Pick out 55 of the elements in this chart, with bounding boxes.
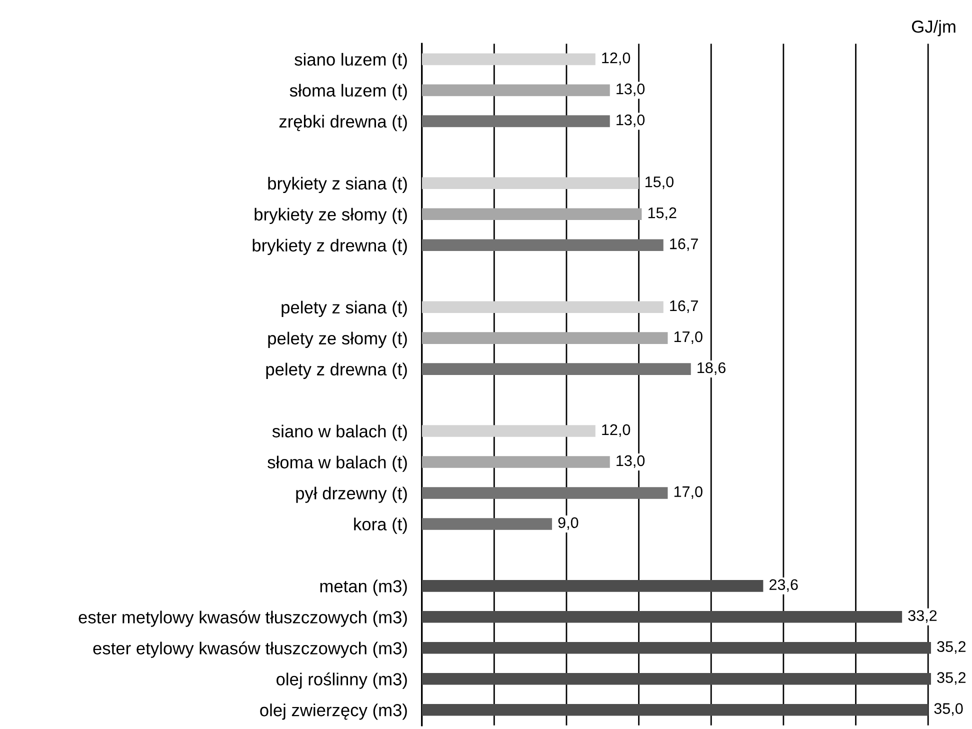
y-tick-label: brykiety ze słomy (t)	[254, 208, 407, 224]
data-label: 12,0	[602, 424, 630, 437]
y-tick-label: brykiety z drewna (t)	[252, 238, 407, 256]
y-tick-label: olej zwierzęcy (m3)	[260, 704, 407, 720]
data-label: 35,0	[934, 703, 963, 716]
y-tick-label: pył drzewny (t)	[296, 486, 407, 503]
bar	[422, 332, 668, 344]
bar	[422, 177, 639, 190]
bar	[422, 580, 764, 592]
y-tick-label: ester etylowy kwasów tłuszczowych (m3)	[93, 642, 407, 658]
y-tick-label: pelety ze słomy (t)	[268, 332, 407, 348]
data-label: 16,7	[670, 238, 698, 252]
data-label: 35,2	[937, 641, 966, 654]
bar	[422, 642, 931, 654]
bar	[422, 704, 928, 716]
data-label: 13,0	[616, 455, 645, 468]
y-tick-label: słoma w balach (t)	[268, 456, 407, 472]
data-label: 13,0	[616, 83, 645, 96]
data-label: 13,0	[616, 114, 645, 128]
bar	[422, 456, 610, 468]
bar	[422, 425, 596, 437]
bar	[422, 518, 552, 530]
y-tick-label: pelety z siana (t)	[282, 300, 407, 317]
y-tick-label: ester metylowy kwasów tłuszczowych (m3)	[78, 610, 407, 627]
data-label: 18,6	[698, 362, 726, 375]
bar	[422, 208, 642, 220]
bar	[422, 363, 691, 375]
y-tick-label: zrębki drewna (t)	[279, 114, 407, 132]
bar	[422, 84, 610, 96]
x-axis-title: GJ/jm	[912, 20, 956, 36]
bar	[422, 611, 902, 623]
y-tick-label: metan (m3)	[320, 580, 407, 596]
data-label: 15,2	[648, 207, 676, 220]
bar	[422, 672, 931, 685]
data-label: 12,0	[602, 52, 630, 66]
data-label: 35,2	[937, 672, 966, 685]
bar	[422, 487, 668, 499]
bar	[422, 53, 596, 66]
data-label: 16,7	[670, 300, 698, 313]
y-tick-label: olej roślinny (m3)	[276, 672, 407, 689]
data-label: 23,6	[770, 579, 798, 592]
y-tick-label: siano luzem (t)	[294, 52, 407, 70]
bar	[422, 239, 664, 252]
y-tick-label: kora (t)	[354, 518, 407, 534]
data-label: 17,0	[674, 486, 702, 499]
y-tick-label: pelety z drewna (t)	[266, 362, 407, 379]
data-label: 17,0	[674, 331, 702, 344]
bar	[422, 115, 610, 128]
data-label: 15,0	[646, 176, 674, 190]
data-label: 33,2	[908, 610, 937, 623]
y-tick-label: siano w balach (t)	[272, 424, 407, 441]
data-label: 9,0	[558, 517, 578, 530]
y-tick-label: słoma luzem (t)	[290, 84, 407, 100]
bar	[422, 301, 664, 313]
y-tick-label: brykiety z siana (t)	[268, 176, 407, 194]
